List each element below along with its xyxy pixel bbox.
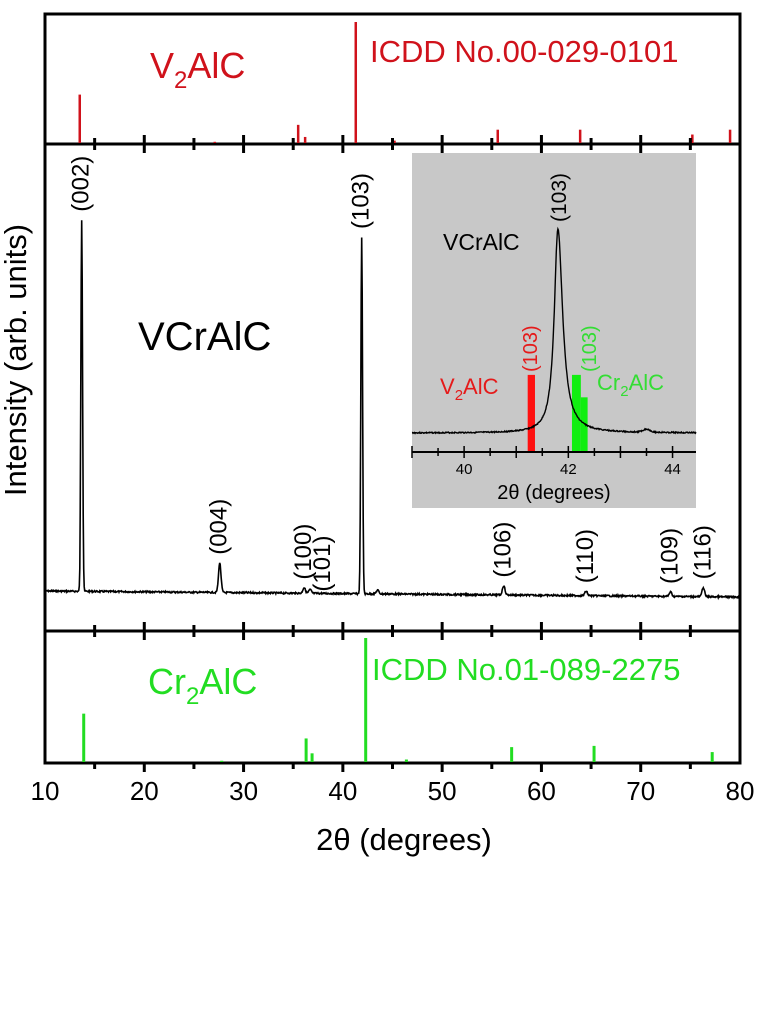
x-tick-label: 20 <box>130 776 159 806</box>
hkl-label-101: (101) <box>309 536 336 592</box>
hkl-label-110: (110) <box>572 529 599 583</box>
hkl-label-106: (106) <box>490 522 517 578</box>
x-tick-labels: 10 20 30 40 50 60 70 80 <box>31 776 755 806</box>
hkl-label-116: (116) <box>689 525 716 579</box>
inset-cr2alc-hkl: (103) <box>579 325 601 372</box>
hkl-label-002: (002) <box>68 156 95 212</box>
inset-v2alc-bar <box>527 374 535 452</box>
x-tick-label: 10 <box>31 776 60 806</box>
inset-cr2alc-bar <box>580 397 588 452</box>
inset-pattern-line <box>411 226 697 435</box>
vcralc-pattern-line <box>44 220 741 601</box>
v2alc-reference-panel <box>78 22 732 143</box>
hkl-label-103: (103) <box>348 173 375 229</box>
inset-x-axis-label: 2θ (degrees) <box>497 482 610 504</box>
x-tick-label: 50 <box>428 776 457 806</box>
y-axis-label: Intensity (arb. units) <box>0 224 33 496</box>
v2alc-card-label: ICDD No.00-029-0101 <box>370 34 678 69</box>
inset-cr2alc-label: Cr2AlC <box>597 370 664 400</box>
v2alc-phase-label: V2AlC <box>150 45 245 94</box>
hkl-labels: (002) (004) (100)(101) (103) (106) (110) (109)… <box>68 156 717 592</box>
x-tick-label: 30 <box>229 776 258 806</box>
cr2alc-card-label: ICDD No.01-089-2275 <box>372 652 680 687</box>
hkl-label-100: (100) <box>290 524 317 580</box>
inset-x-tick-label: 44 <box>664 461 681 478</box>
vcralc-pattern-panel <box>44 220 741 601</box>
cr2alc-reference-panel <box>82 638 714 762</box>
vcralc-sample-label: VCrAlC <box>138 315 271 359</box>
inset-v2alc-hkl: (103) <box>520 325 542 372</box>
x-axis-label: 2θ (degrees) <box>316 822 492 857</box>
x-tick-label: 80 <box>726 776 755 806</box>
x-tick-label: 60 <box>527 776 556 806</box>
inset-x-tick-label: 40 <box>456 461 473 478</box>
cr2alc-phase-label: Cr2AlC <box>148 661 257 710</box>
inset-v2alc-label: V2AlC <box>440 374 499 404</box>
inset-peak-hkl: (103) <box>548 173 571 222</box>
hkl-label-109: (109) <box>657 528 684 584</box>
hkl-label-004: (004) <box>206 499 233 555</box>
inset-x-tick-label: 42 <box>560 461 577 478</box>
x-axis-ticks <box>93 135 692 772</box>
inset-zoom-103: 40 42 44 VCrAlC V2AlC Cr2AlC (103) (103) (… <box>411 153 697 508</box>
x-tick-label: 70 <box>626 776 655 806</box>
x-tick-label: 40 <box>328 776 357 806</box>
inset-sample-label: VCrAlC <box>443 229 520 255</box>
